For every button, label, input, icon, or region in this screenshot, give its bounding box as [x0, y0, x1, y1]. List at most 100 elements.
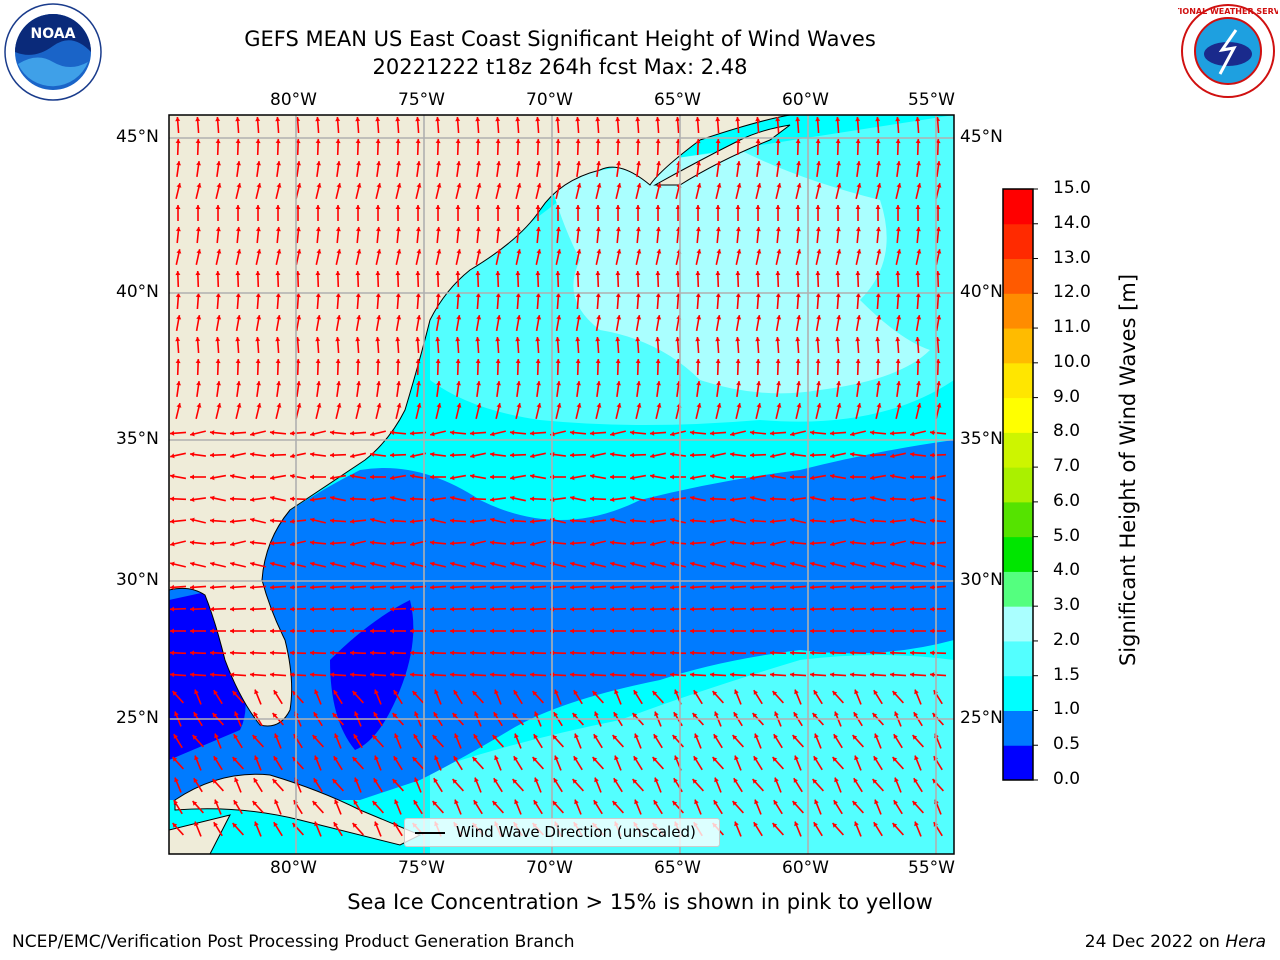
wave-direction-arrowhead	[770, 518, 775, 524]
wave-direction-arrowhead	[255, 205, 261, 209]
wave-direction-arrowhead	[430, 650, 435, 656]
wave-direction-arrowhead	[374, 755, 379, 761]
wave-direction-arrowhead	[890, 430, 895, 436]
wave-direction-arrowhead	[533, 800, 538, 805]
wave-direction-arrowhead	[795, 337, 801, 342]
wave-direction-arrowhead	[730, 452, 735, 457]
wave-direction-arrowhead	[556, 381, 561, 386]
wave-direction-arrowhead	[170, 672, 175, 678]
wind-wave-direction-arrows	[169, 116, 947, 837]
wave-direction-arrowhead	[795, 227, 801, 232]
wave-direction-arrowhead	[790, 474, 794, 480]
wave-direction-arrowhead	[916, 403, 922, 408]
wave-direction-arrowhead	[690, 584, 695, 590]
wave-direction-arrowhead	[170, 430, 175, 436]
wave-direction-arrowhead	[615, 293, 621, 298]
wave-direction-arrowhead	[252, 735, 258, 740]
wave-direction-arrowhead	[770, 496, 775, 502]
wave-direction-arrowhead	[816, 161, 821, 166]
wave-direction-arrowhead	[774, 711, 779, 717]
wave-direction-arrowhead	[495, 359, 501, 364]
wave-direction-arrowhead	[630, 518, 635, 524]
wave-direction-arrowhead	[536, 161, 541, 166]
wave-direction-arrowhead	[250, 517, 255, 523]
wave-direction-arrowhead	[595, 337, 601, 342]
wave-direction-arrowhead	[695, 139, 701, 144]
wave-direction-arrowhead	[336, 183, 342, 188]
wave-direction-arrowhead	[753, 690, 758, 695]
wave-direction-arrowhead	[775, 293, 781, 298]
wave-direction-arrowhead	[655, 139, 661, 144]
wave-direction-arrowhead	[696, 381, 701, 386]
wave-direction-arrowhead	[590, 496, 595, 502]
wave-direction-arrowhead	[770, 430, 775, 436]
wave-direction-arrowhead	[716, 249, 722, 254]
wave-direction-arrowhead	[810, 452, 815, 458]
wave-direction-arrowhead	[535, 227, 541, 232]
wave-direction-arrowhead	[312, 801, 318, 806]
wave-direction-arrowhead	[755, 337, 761, 342]
wave-direction-arrowhead	[435, 359, 441, 364]
wave-band-0-0.5	[169, 590, 246, 760]
wave-direction-arrowhead	[836, 183, 842, 188]
wave-direction-arrowhead	[375, 359, 381, 364]
wave-direction-arrowhead	[312, 735, 318, 740]
wave-direction-arrowhead	[256, 315, 262, 320]
wave-direction-arrowhead	[430, 672, 435, 678]
wave-direction-arrowhead	[910, 650, 915, 656]
bottom-lon-tick: 55°W	[908, 858, 955, 878]
wave-direction-arrowhead	[270, 584, 275, 590]
map-title: GEFS MEAN US East Coast Significant Heig…	[244, 27, 876, 51]
wave-direction-arrowhead	[650, 584, 655, 590]
wave-direction-arrowhead	[410, 650, 415, 656]
wave-direction-arrowhead	[533, 734, 538, 739]
wave-direction-arrowhead	[875, 139, 881, 144]
wave-direction-arrowhead	[210, 518, 215, 524]
wave-direction-arrowhead	[290, 541, 295, 547]
wave-direction-arrowhead	[754, 733, 759, 739]
wave-direction-arrowhead	[250, 497, 255, 502]
wave-direction-arrowhead	[390, 561, 395, 567]
wave-direction-arrowhead	[650, 430, 655, 436]
wave-direction-arrowhead	[650, 650, 655, 656]
wave-direction-arrowhead	[354, 711, 359, 717]
wave-direction-arrowhead	[290, 518, 295, 524]
wave-direction-arrowhead	[834, 777, 839, 783]
wave-direction-arrowhead	[650, 496, 655, 502]
wave-direction-arrowhead	[575, 293, 581, 298]
wave-direction-arrowhead	[636, 249, 642, 254]
wave-direction-arrowhead	[895, 359, 901, 364]
wave-direction-arrowhead	[590, 561, 595, 567]
wave-direction-arrowhead	[650, 453, 655, 459]
wave-direction-arrowhead	[335, 359, 341, 364]
wave-direction-arrowhead	[710, 518, 715, 524]
wave-direction-arrowhead	[776, 381, 781, 386]
wave-direction-arrowhead	[310, 452, 315, 457]
wave-direction-arrowhead	[250, 606, 255, 612]
colorbar	[1002, 188, 1038, 781]
wave-direction-arrowhead	[633, 756, 638, 761]
wave-direction-arrowhead	[870, 540, 875, 546]
wave-direction-arrowhead	[316, 249, 322, 254]
wave-direction-arrowhead	[916, 381, 921, 386]
wave-direction-arrowhead	[716, 403, 722, 408]
right-lat-tick: 30°N	[960, 570, 1003, 590]
wave-direction-arrowhead	[590, 541, 595, 547]
wave-direction-arrowhead	[414, 777, 419, 783]
wave-direction-arrowhead	[493, 712, 498, 717]
wave-direction-arrowhead	[290, 430, 295, 436]
wave-direction-arrowhead	[490, 584, 495, 590]
wave-direction-arrowhead	[710, 584, 715, 590]
wave-direction-arrowhead	[456, 403, 462, 408]
wave-direction-arrowhead	[855, 117, 861, 122]
wave-direction-arrowhead	[172, 823, 178, 828]
wave-direction-arrowhead	[415, 271, 421, 276]
wave-direction-arrowhead	[890, 473, 895, 479]
wave-direction-arrowhead	[474, 711, 479, 717]
wave-direction-arrowhead	[535, 205, 541, 209]
wave-direction-arrowhead	[915, 359, 921, 364]
wave-direction-arrowhead	[775, 359, 781, 364]
colorbar-segment	[1003, 293, 1033, 329]
wave-direction-arrowhead	[670, 561, 675, 567]
wave-direction-arrowhead	[390, 584, 395, 590]
